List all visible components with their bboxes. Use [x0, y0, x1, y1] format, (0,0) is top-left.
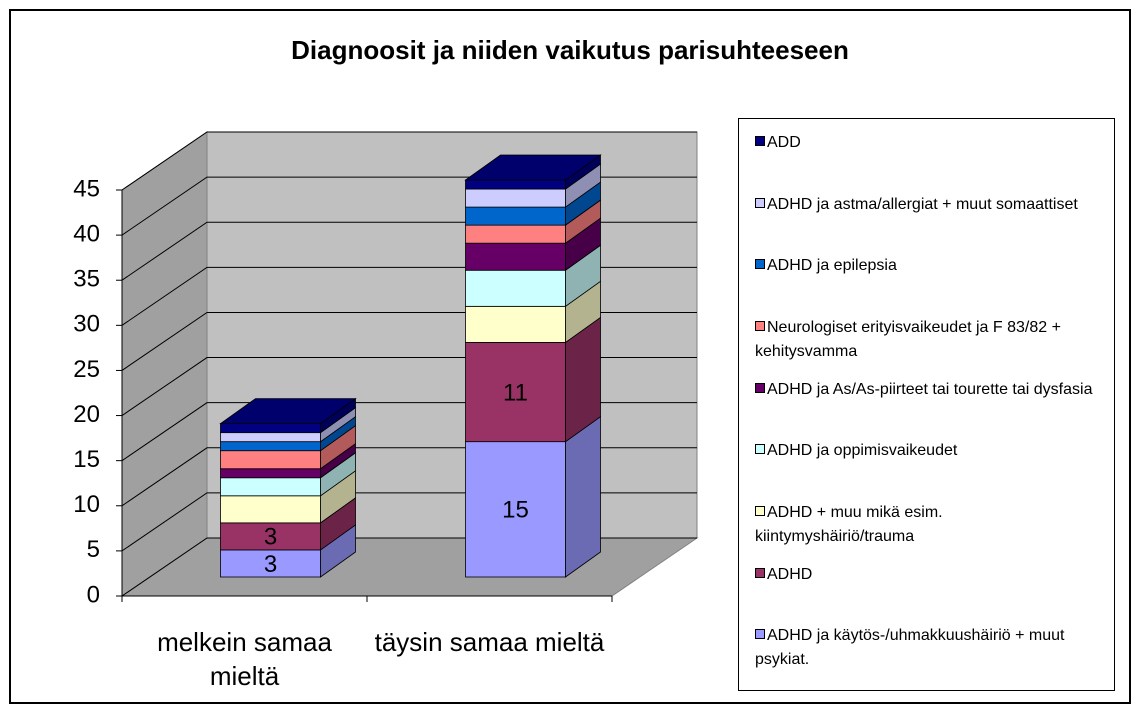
legend: ADD ADHD ja astma/allergiat + muut somaat… — [738, 118, 1115, 691]
bar-segment — [465, 224, 566, 244]
legend-swatch — [755, 259, 765, 270]
bar-top — [219, 398, 357, 425]
y-tick-label: 30 — [73, 311, 100, 338]
legend-swatch — [755, 197, 765, 208]
legend-item: ADD — [755, 131, 1095, 155]
y-tick-label: 5 — [87, 536, 100, 563]
legend-swatch — [755, 321, 765, 331]
bar-segment — [465, 441, 566, 578]
legend-item: Neurologiset erityisvaikeudet ja F 83/82… — [755, 316, 1095, 364]
legend-swatch — [755, 382, 765, 393]
legend-label: ADHD ja astma/allergiat + muut somaattis… — [767, 195, 1078, 213]
legend-swatch — [755, 629, 765, 640]
data-label: 15 — [502, 497, 529, 524]
legend-item: ADHD ja käytös-/uhmakkuushäiriö + muut p… — [755, 624, 1095, 672]
bar-segment — [465, 242, 566, 271]
legend-label: ADHD ja epilepsia — [767, 257, 897, 275]
legend-label: ADHD ja As/As-piirteet tai tourette tai … — [767, 380, 1093, 398]
bar-segment — [465, 188, 566, 208]
legend-swatch — [755, 567, 765, 578]
bar-segment — [465, 342, 566, 443]
legend-item: ADHD — [755, 563, 1095, 587]
legend-swatch — [755, 506, 765, 516]
legend-label: ADHD + muu mikä esim. kiintymyshäiriö/tr… — [755, 504, 943, 545]
bar-segment — [220, 477, 321, 497]
legend-item: ADHD + muu mikä esim. kiintymyshäiriö/tr… — [755, 501, 1095, 549]
bar-segment — [220, 495, 321, 524]
bar-segment — [465, 269, 566, 307]
legend-item: ADHD ja As/As-piirteet tai tourette tai … — [755, 378, 1095, 402]
bar-segment — [465, 305, 566, 343]
y-tick-label: 0 — [87, 581, 100, 608]
x-tick-label: melkein samaa mieltä — [157, 627, 332, 691]
y-tick-label: 15 — [73, 446, 100, 473]
legend-label: Neurologiset erityisvaikeudet ja F 83/82… — [755, 319, 1061, 360]
chart-title: Diagnoosit ja niiden vaikutus parisuhtee… — [291, 35, 849, 65]
y-tick-label: 45 — [73, 175, 100, 202]
bar-segment — [220, 441, 321, 452]
bar-top — [464, 154, 602, 181]
side-wall — [121, 131, 208, 597]
bar-segment — [220, 423, 321, 434]
bar-side — [565, 415, 601, 578]
legend-label: ADHD ja käytös-/uhmakkuushäiriö + muut p… — [755, 627, 1065, 669]
legend-item: ADHD ja epilepsia — [755, 254, 1095, 278]
data-label: 3 — [264, 551, 277, 578]
bar-segment — [465, 179, 566, 190]
legend-label: ADHD — [767, 565, 813, 583]
data-label: 11 — [503, 379, 528, 406]
bar-segment — [220, 549, 321, 578]
bar-segment — [220, 468, 321, 479]
y-tick-label: 40 — [73, 220, 100, 247]
bar-segment — [220, 522, 321, 551]
y-tick-label: 10 — [73, 491, 100, 518]
legend-label: ADHD ja oppimisvaikeudet — [767, 442, 958, 460]
legend-swatch — [755, 444, 765, 455]
bar-segment — [465, 206, 566, 226]
legend-item: ADHD ja oppimisvaikeudet — [755, 439, 1095, 463]
y-tick-label: 20 — [73, 401, 100, 428]
y-tick-label: 25 — [73, 356, 100, 383]
bar-segment — [220, 432, 321, 443]
y-tick-label: 35 — [73, 266, 100, 293]
grid-line — [121, 131, 697, 191]
floor — [120, 537, 699, 597]
legend-label: ADD — [767, 134, 801, 151]
data-label: 3 — [264, 524, 277, 551]
legend-item: ADHD ja astma/allergiat + muut somaattis… — [755, 193, 1095, 217]
legend-swatch — [755, 136, 765, 146]
x-tick-label: täysin samaa mieltä — [374, 627, 605, 657]
bar-segment — [220, 450, 321, 470]
